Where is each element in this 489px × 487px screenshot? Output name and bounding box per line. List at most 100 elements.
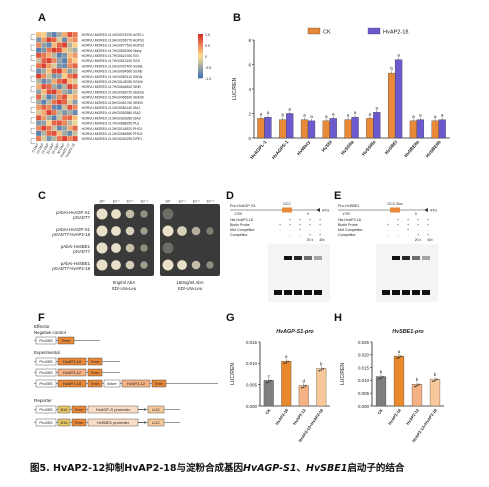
heatmap-cell bbox=[72, 47, 78, 53]
heatmap-gene-label: HORVU.MOREX.r3.2HG0037400 SSIIIa bbox=[82, 64, 143, 68]
hvap2-12-box-label: HvAP2-12 bbox=[63, 370, 82, 375]
luc-ren-bar-chart-g: 0.000 0.005 0.010 0.015 LUC/REN HvAGP-S1-pro c… bbox=[230, 329, 330, 443]
heatmap-cell bbox=[67, 78, 73, 85]
plate-medium-label: SD/-Ura-Leu bbox=[112, 286, 137, 291]
bar bbox=[281, 361, 292, 407]
heatmap-cell bbox=[51, 31, 57, 38]
scale-step bbox=[198, 50, 203, 53]
shifted-band bbox=[314, 256, 322, 260]
heatmap-cell bbox=[56, 31, 63, 38]
emsa-sign: + bbox=[299, 223, 301, 227]
term-box bbox=[71, 418, 87, 427]
panel-label-c: C bbox=[38, 190, 46, 202]
scale-step bbox=[198, 58, 203, 61]
heatmap-cell bbox=[35, 135, 42, 142]
heatmap-cell bbox=[41, 31, 47, 38]
y-tick-label: 0.010 bbox=[358, 378, 370, 383]
dilution-label: 10⁻³ bbox=[140, 200, 148, 204]
dendrogram-branch bbox=[30, 55, 35, 61]
emsa-sign: - bbox=[299, 233, 301, 237]
heatmap-cell bbox=[56, 120, 63, 126]
heatmap-gene-label: HORVU.MOREX.r3.2HG0145870 PHO1 bbox=[82, 127, 143, 131]
heatmap-cell bbox=[51, 135, 57, 142]
free-probe-band bbox=[314, 290, 322, 295]
heatmap-cell bbox=[67, 94, 73, 100]
legend-swatch bbox=[307, 27, 321, 35]
bar bbox=[264, 117, 272, 139]
heatmap-cell bbox=[46, 47, 52, 53]
scale-tick-label: 0 bbox=[205, 55, 207, 59]
heatmap-sample-label: 5 DAP bbox=[31, 142, 40, 153]
heatmap-cell bbox=[35, 94, 42, 100]
significance-letter: b bbox=[320, 361, 323, 366]
heatmap-cell bbox=[61, 115, 68, 121]
x-tick-label: HvSBEI bbox=[384, 139, 399, 155]
significance-letter: a bbox=[434, 114, 437, 119]
heatmap-cell bbox=[67, 42, 73, 48]
promoter-box-label: HvSBE1 promoter bbox=[97, 420, 130, 425]
atg-label: ATG bbox=[430, 209, 437, 213]
data-point bbox=[287, 360, 289, 363]
position-zero: 0 bbox=[415, 212, 417, 216]
b16-box-label: B16 bbox=[60, 407, 68, 412]
heatmap-cell bbox=[41, 130, 47, 137]
emsa-sign: + bbox=[309, 233, 311, 237]
emsa-sign: + bbox=[417, 218, 419, 222]
data-point bbox=[269, 379, 272, 382]
heatmap-cell bbox=[67, 135, 73, 142]
heatmap-cell bbox=[61, 52, 68, 59]
emsa-row-label: Mut Competitor bbox=[338, 228, 363, 232]
scale-step bbox=[198, 74, 203, 77]
data-point bbox=[432, 380, 434, 383]
heatmap-gene-label: HORVU.MOREX.r3.2HG0068720 SBEIIa bbox=[82, 90, 144, 94]
dilution-label: 10⁻¹ bbox=[112, 200, 120, 204]
shifted-band bbox=[412, 256, 420, 260]
cis-element-label: GCC-Box bbox=[387, 202, 403, 206]
significance-letter: b bbox=[380, 370, 383, 375]
heatmap-gene-label: HORVU.MOREX.r3.7HG0621930 SSI bbox=[82, 54, 139, 58]
data-point bbox=[380, 377, 382, 379]
data-point bbox=[396, 357, 398, 360]
yeast-colony bbox=[96, 208, 108, 220]
heatmap-cell bbox=[41, 37, 47, 43]
heatmap-cell bbox=[46, 83, 52, 90]
significance-letter: a bbox=[260, 111, 263, 116]
panel-label-e: E bbox=[334, 190, 342, 202]
luc-box bbox=[147, 405, 165, 414]
yeast-plate bbox=[94, 204, 154, 276]
luc-ren-bar-chart-h: 0.000 0.005 0.010 0.015 0.020 0.025 LUC/REN HvS… bbox=[340, 329, 444, 443]
term-box-label: Term bbox=[91, 370, 101, 375]
linker-box-label: linker bbox=[107, 381, 117, 386]
chart-title: HvAGP-S1-pro bbox=[276, 329, 314, 335]
significance-letter: a bbox=[285, 354, 288, 359]
free-probe-band bbox=[422, 290, 430, 295]
heatmap-cell bbox=[51, 73, 57, 79]
heatmap-cell bbox=[41, 68, 47, 74]
heatmap-cell bbox=[56, 115, 63, 121]
legend-label: CK bbox=[323, 30, 331, 36]
y-axis-label: LUC/REN bbox=[230, 363, 236, 385]
significance-letter: a bbox=[332, 111, 335, 116]
heatmap-cell bbox=[35, 73, 42, 79]
heatmap-cell bbox=[51, 120, 57, 126]
heatmap-cell bbox=[46, 52, 52, 59]
data-point bbox=[267, 381, 270, 383]
heatmap-cell bbox=[61, 73, 68, 79]
heatmap-gene-label: HORVU.MOREX.r3.2HG0148780 SSIVb bbox=[82, 80, 143, 84]
emsa-sign: + bbox=[407, 223, 409, 227]
caption-gene2: HvSBE1 bbox=[306, 463, 348, 474]
emsa-sign: - bbox=[397, 233, 399, 237]
yeast-colony bbox=[177, 226, 187, 236]
shifted-band bbox=[392, 256, 400, 260]
reporter-arrow bbox=[138, 420, 147, 425]
y-tick-label: 0.000 bbox=[358, 404, 370, 409]
heatmap-sample-label: HvAP2-12 bbox=[59, 143, 70, 158]
heatmap-cell bbox=[35, 31, 42, 38]
heatmap-cell bbox=[41, 104, 47, 111]
plate-label: 0ng/ml AbA bbox=[113, 280, 136, 285]
dendrogram-branch bbox=[30, 96, 35, 103]
heatmap-cell bbox=[35, 130, 42, 137]
